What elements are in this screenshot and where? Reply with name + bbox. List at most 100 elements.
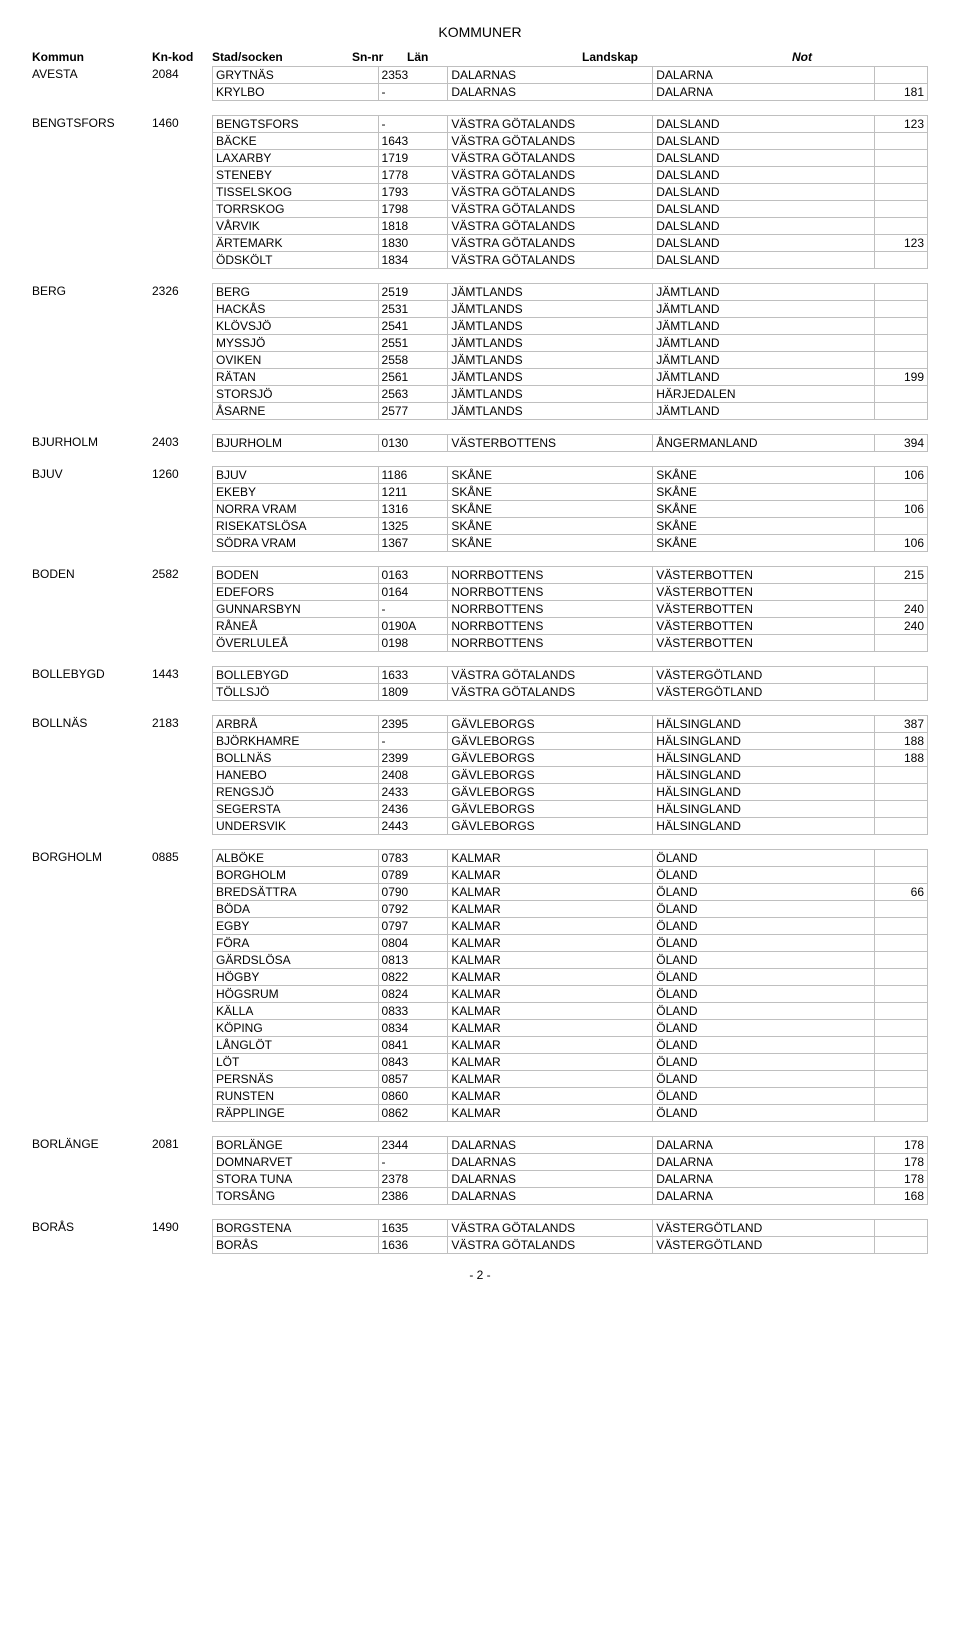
sn-cell: 2551 (378, 335, 448, 352)
kommun-code: 2183 (152, 715, 212, 730)
sn-cell: 1367 (378, 535, 448, 552)
not-cell (875, 1088, 928, 1105)
not-cell (875, 1237, 928, 1254)
lan-cell: KALMAR (448, 918, 653, 935)
table-row: FÖRA0804KALMARÖLAND (213, 935, 928, 952)
stad-cell: ÖDSKÖLT (213, 252, 379, 269)
kommun-code: 2084 (152, 66, 212, 81)
sn-cell: 2344 (378, 1137, 448, 1154)
stad-cell: RÄTAN (213, 369, 379, 386)
stad-cell: RÅNEÅ (213, 618, 379, 635)
sn-cell: 0841 (378, 1037, 448, 1054)
table-row: LÅNGLÖT0841KALMARÖLAND (213, 1037, 928, 1054)
sn-cell: 2436 (378, 801, 448, 818)
kommun-code: 2081 (152, 1136, 212, 1151)
kommun-name: BJUV (32, 466, 152, 481)
table-row: ÖVERLULEÅ0198NORRBOTTENSVÄSTERBOTTEN (213, 635, 928, 652)
col-snnr: Sn-nr (352, 50, 407, 64)
land-cell: DALARNA (653, 84, 875, 101)
kommun-group: BORLÄNGE2081BORLÄNGE2344DALARNASDALARNA1… (32, 1136, 928, 1205)
kommun-name: BOLLEBYGD (32, 666, 152, 681)
not-cell (875, 1220, 928, 1237)
kommun-name: BJURHOLM (32, 434, 152, 449)
land-cell: VÄSTERGÖTLAND (653, 667, 875, 684)
stad-cell: LAXARBY (213, 150, 379, 167)
table-row: RISEKATSLÖSA1325SKÅNESKÅNE (213, 518, 928, 535)
table-row: EGBY0797KALMARÖLAND (213, 918, 928, 935)
sn-cell: 1834 (378, 252, 448, 269)
sn-cell: 1809 (378, 684, 448, 701)
stad-cell: ÖVERLULEÅ (213, 635, 379, 652)
table-row: ÖDSKÖLT1834VÄSTRA GÖTALANDSDALSLAND (213, 252, 928, 269)
land-cell: HÄLSINGLAND (653, 716, 875, 733)
stad-cell: ALBÖKE (213, 850, 379, 867)
lan-cell: JÄMTLANDS (448, 301, 653, 318)
sn-cell: 0783 (378, 850, 448, 867)
not-cell (875, 403, 928, 420)
land-cell: ÖLAND (653, 1003, 875, 1020)
not-cell (875, 1105, 928, 1122)
lan-cell: NORRBOTTENS (448, 635, 653, 652)
not-cell (875, 335, 928, 352)
lan-cell: JÄMTLANDS (448, 386, 653, 403)
table-row: GÄRDSLÖSA0813KALMARÖLAND (213, 952, 928, 969)
sn-cell: 2408 (378, 767, 448, 784)
not-cell (875, 1037, 928, 1054)
sn-cell: 0834 (378, 1020, 448, 1037)
sn-cell: 0797 (378, 918, 448, 935)
sn-cell: - (378, 116, 448, 133)
sn-cell: 0843 (378, 1054, 448, 1071)
not-cell: 106 (875, 501, 928, 518)
document-title: KOMMUNER (32, 24, 928, 40)
kommun-code: 0885 (152, 849, 212, 864)
sn-cell: 2395 (378, 716, 448, 733)
table-row: HÖGSRUM0824KALMARÖLAND (213, 986, 928, 1003)
land-cell: ÖLAND (653, 901, 875, 918)
stad-cell: STORA TUNA (213, 1171, 379, 1188)
kommun-name: AVESTA (32, 66, 152, 81)
lan-cell: KALMAR (448, 867, 653, 884)
not-cell: 106 (875, 535, 928, 552)
land-cell: HÄRJEDALEN (653, 386, 875, 403)
sn-cell: 0792 (378, 901, 448, 918)
table-row: BOLLEBYGD1633VÄSTRA GÖTALANDSVÄSTERGÖTLA… (213, 667, 928, 684)
stad-cell: HACKÅS (213, 301, 379, 318)
table-row: SEGERSTA2436GÄVLEBORGSHÄLSINGLAND (213, 801, 928, 818)
col-kommun: Kommun (32, 50, 152, 64)
kommun-group: BORGHOLM0885ALBÖKE0783KALMARÖLANDBORGHOL… (32, 849, 928, 1122)
sn-cell: 0804 (378, 935, 448, 952)
table-row: BOLLNÄS2399GÄVLEBORGSHÄLSINGLAND188 (213, 750, 928, 767)
stad-cell: STENEBY (213, 167, 379, 184)
not-cell (875, 518, 928, 535)
land-cell: DALARNA (653, 1171, 875, 1188)
lan-cell: KALMAR (448, 1088, 653, 1105)
stad-cell: TISSELSKOG (213, 184, 379, 201)
sn-cell: 1818 (378, 218, 448, 235)
land-cell: SKÅNE (653, 467, 875, 484)
land-cell: ÖLAND (653, 1020, 875, 1037)
lan-cell: JÄMTLANDS (448, 318, 653, 335)
table-row: RÅNEÅ0190ANORRBOTTENSVÄSTERBOTTEN240 (213, 618, 928, 635)
table-row: RÄTAN2561JÄMTLANDSJÄMTLAND199 (213, 369, 928, 386)
lan-cell: JÄMTLANDS (448, 369, 653, 386)
not-cell (875, 684, 928, 701)
stad-cell: BERG (213, 284, 379, 301)
lan-cell: SKÅNE (448, 467, 653, 484)
sn-cell: 2443 (378, 818, 448, 835)
stad-cell: RENGSJÖ (213, 784, 379, 801)
lan-cell: KALMAR (448, 850, 653, 867)
stad-cell: BOLLEBYGD (213, 667, 379, 684)
socken-table: BORGSTENA1635VÄSTRA GÖTALANDSVÄSTERGÖTLA… (212, 1219, 928, 1254)
table-row: OVIKEN2558JÄMTLANDSJÄMTLAND (213, 352, 928, 369)
not-cell (875, 901, 928, 918)
kommun-group: BERG2326BERG2519JÄMTLANDSJÄMTLANDHACKÅS2… (32, 283, 928, 420)
not-cell: 240 (875, 618, 928, 635)
table-row: MYSSJÖ2551JÄMTLANDSJÄMTLAND (213, 335, 928, 352)
land-cell: ÖLAND (653, 1088, 875, 1105)
stad-cell: TÖLLSJÖ (213, 684, 379, 701)
stad-cell: FÖRA (213, 935, 379, 952)
lan-cell: JÄMTLANDS (448, 335, 653, 352)
table-row: VÅRVIK1818VÄSTRA GÖTALANDSDALSLAND (213, 218, 928, 235)
table-row: BORLÄNGE2344DALARNASDALARNA178 (213, 1137, 928, 1154)
table-row: BÄCKE1643VÄSTRA GÖTALANDSDALSLAND (213, 133, 928, 150)
